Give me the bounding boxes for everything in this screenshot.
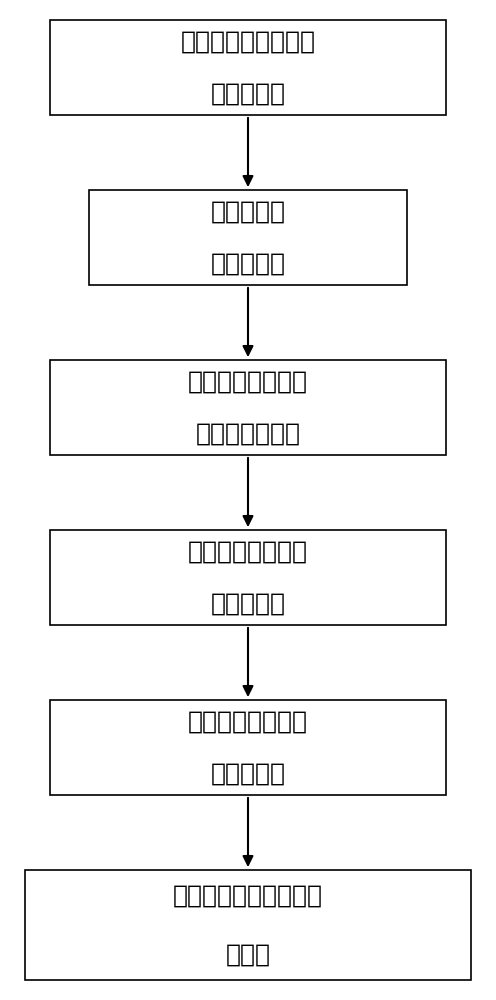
FancyBboxPatch shape [50,700,446,795]
FancyBboxPatch shape [50,530,446,625]
FancyBboxPatch shape [25,870,471,980]
FancyBboxPatch shape [89,190,407,285]
Text: 和输出数据: 和输出数据 [210,81,286,105]
Text: 基于修改分段线性函数: 基于修改分段线性函数 [173,883,323,907]
Text: 模型的结构: 模型的结构 [210,251,286,275]
Text: 型未知参数: 型未知参数 [210,591,286,615]
Text: 最小二乘法计算模: 最小二乘法计算模 [188,540,308,564]
Text: 的模型: 的模型 [226,943,270,967]
Text: 的分段点等参数: 的分段点等参数 [195,421,301,445]
FancyBboxPatch shape [50,20,446,115]
Text: 获取模型训练的输入: 获取模型训练的输入 [181,30,315,54]
FancyBboxPatch shape [50,360,446,455]
Text: 步简化模型: 步简化模型 [210,761,286,785]
Text: 设定分段线性函数: 设定分段线性函数 [188,370,308,394]
Text: 选择并确定: 选择并确定 [210,200,286,224]
Text: 去掉绝对值，进一: 去掉绝对值，进一 [188,710,308,734]
